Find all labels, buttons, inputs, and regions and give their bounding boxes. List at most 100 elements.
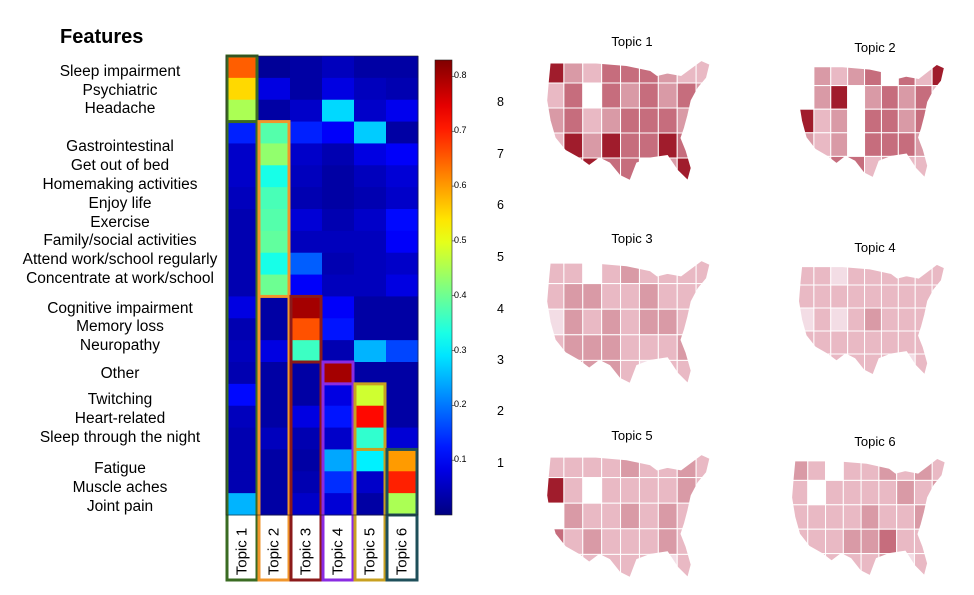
extra-axis-label: 4: [497, 302, 504, 316]
heatmap-cell: [258, 274, 291, 297]
map-state: [880, 307, 899, 332]
heatmap-cell: [322, 209, 355, 232]
map-state: [546, 502, 565, 530]
heatmap-cell: [258, 318, 291, 341]
heatmap-cell: [354, 296, 387, 319]
topic-column-label-text: Topic 6: [393, 527, 411, 575]
map-state: [601, 308, 622, 336]
map-state: [847, 284, 866, 309]
map-state: [813, 85, 832, 110]
map-state: [880, 108, 899, 134]
map-state: [847, 264, 866, 286]
heatmap-cell: [386, 274, 419, 297]
map-state: [676, 260, 697, 285]
map-state: [601, 107, 622, 134]
map-title: Topic 2: [854, 40, 896, 55]
map-state: [813, 264, 832, 286]
us-map: [546, 454, 711, 579]
map-state: [582, 260, 603, 285]
map-state: [695, 553, 710, 578]
heatmap-cell: [354, 340, 387, 363]
heatmap-cell: [290, 274, 323, 297]
map-state: [657, 528, 678, 555]
heatmap-cell: [258, 209, 291, 232]
feature-label: Attend work/school regularly: [22, 251, 218, 268]
heatmap-cell: [290, 383, 323, 407]
map-state: [813, 353, 832, 375]
heatmap-cell: [226, 318, 259, 341]
heatmap-cell: [354, 56, 387, 79]
feature-label: Sleep impairment: [59, 63, 181, 80]
map-state: [880, 85, 899, 110]
map-state: [638, 157, 659, 181]
map-state: [864, 284, 882, 309]
heatmap-cell: [354, 77, 387, 101]
map-state: [931, 504, 946, 530]
feature-label: Muscle aches: [72, 479, 168, 496]
topic-box: [321, 360, 355, 386]
map-state: [695, 308, 710, 336]
map-state: [880, 330, 899, 355]
heatmap-cell: [322, 187, 355, 210]
heatmap-title: Features: [60, 26, 144, 48]
map-state: [563, 502, 584, 530]
heatmap-cell: [322, 318, 355, 341]
map-state: [638, 283, 659, 310]
map-state: [825, 553, 844, 576]
map-state: [563, 60, 584, 84]
map-state: [896, 458, 915, 481]
map-state: [695, 502, 710, 530]
map-state: [798, 155, 815, 178]
heatmap-cell: [386, 471, 419, 494]
us-map: [791, 457, 946, 577]
map-state: [931, 528, 946, 555]
heatmap-cell: [386, 121, 419, 144]
map-state: [657, 132, 678, 159]
map-outline: [546, 454, 711, 579]
map-state: [657, 359, 678, 384]
map-state: [657, 82, 678, 109]
map-state: [813, 132, 832, 157]
map-state: [842, 479, 862, 506]
map-state: [582, 107, 603, 134]
heatmap-cell: [386, 77, 419, 101]
map-state: [860, 504, 880, 530]
heatmap-cell: [322, 121, 355, 144]
map-state: [582, 60, 603, 84]
map-state: [620, 82, 640, 109]
map-state: [897, 155, 916, 178]
map-state: [563, 334, 584, 361]
map-state: [931, 553, 946, 576]
map-state: [864, 330, 882, 355]
feature-label: Psychiatric: [82, 82, 158, 99]
us-map: [546, 260, 711, 385]
map-state: [601, 528, 622, 555]
map-state: [582, 308, 603, 336]
feature-label: Headache: [84, 100, 156, 117]
map-state: [695, 334, 710, 361]
map-state: [563, 260, 584, 285]
map-state: [620, 454, 640, 479]
map-state: [638, 334, 659, 361]
map-state: [798, 264, 815, 286]
feature-label: Family/social activities: [43, 232, 197, 249]
heatmap-cell: [322, 362, 355, 385]
heatmap-cell: [226, 405, 259, 429]
map-state: [897, 64, 916, 87]
heatmap-cell: [258, 99, 291, 123]
heatmap-cell: [226, 383, 259, 407]
heatmap-cell: [354, 405, 387, 429]
heatmap-cell: [386, 252, 419, 276]
heatmap-cell: [322, 165, 355, 188]
topic-column-label-text: Topic 5: [361, 527, 379, 575]
colorbar-tick-label: 0.2: [454, 399, 467, 410]
heatmap-cell: [322, 274, 355, 297]
heatmap-cell: [290, 56, 323, 79]
map-state: [638, 82, 659, 109]
map-title: Topic 4: [854, 240, 896, 255]
map-state: [676, 477, 697, 504]
map-state: [878, 504, 898, 530]
map-state: [582, 359, 603, 384]
extra-axis-label: 6: [497, 198, 504, 212]
map-state: [897, 353, 916, 375]
